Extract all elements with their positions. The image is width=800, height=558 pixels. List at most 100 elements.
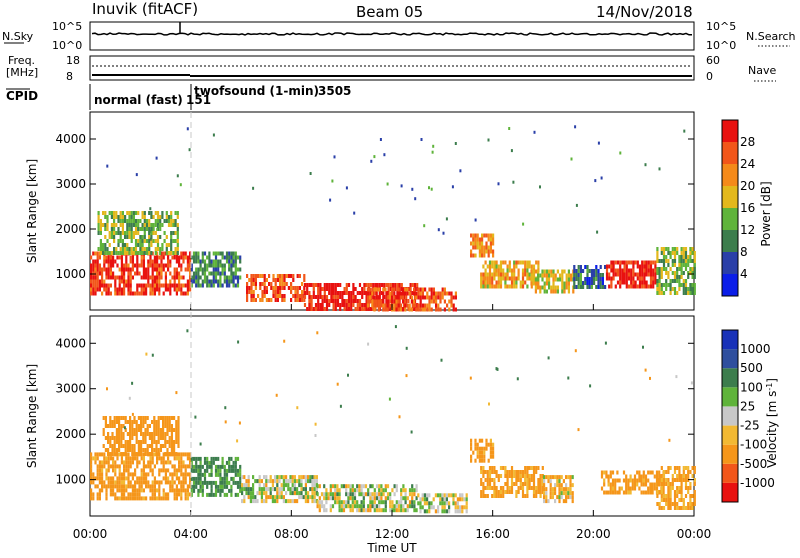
velocity-cell [378,488,381,493]
power-cell [682,279,685,283]
power-cell [432,287,435,292]
power-cell [163,219,166,223]
power-cell [153,275,156,280]
power-cell [649,260,653,265]
power-cell [691,259,694,263]
power-cell [156,211,160,215]
power-cell [97,247,100,251]
velocity-cell [493,490,496,494]
power-cell [323,283,326,287]
velocity-cell [122,444,125,448]
velocity-cell [217,456,220,461]
power-cell [684,263,688,267]
power-cell [189,251,192,256]
nsky-tick-top: 10^5 [52,20,82,33]
velocity-cell [256,479,259,484]
power-cell [641,276,644,281]
velocity-cell [203,456,207,461]
velocity-cell [182,484,185,489]
power-cell [214,251,218,256]
velocity-cell [532,490,536,494]
ytick-label: 4000 [55,132,86,146]
velocity-cell [481,438,484,443]
velocity-cell [289,499,292,504]
power-cell [643,280,646,285]
power-cell [107,291,110,296]
power-cell [148,219,151,223]
ytick-label: 1000 [55,267,86,281]
power-cell [472,237,475,242]
power-cell [113,219,116,223]
power-cell [691,247,694,251]
power-cell [156,235,160,239]
power-cell [178,287,181,292]
power-cell [99,247,102,251]
power-cell [682,263,685,267]
velocity-cell [562,491,565,496]
velocity-cell [247,491,250,496]
power-cell [680,275,683,279]
velocity-cell [206,460,209,465]
power-cell [145,251,149,255]
power-cell [369,295,372,300]
power-cell [682,271,685,275]
power-cell [120,287,123,292]
power-cell [134,263,137,268]
power-cell [208,255,211,260]
power-cell [124,247,127,251]
nsky-trace [91,32,692,36]
velocity-cell [138,496,141,501]
velocity-cell [565,475,568,480]
velocity-cell [155,440,158,444]
date-title: 14/Nov/2018 [596,3,693,21]
velocity-cell [230,468,233,473]
power-cell [353,211,356,215]
velocity-cell [142,440,145,444]
velocity-cell [413,492,416,497]
velocity-cell [345,504,348,509]
power-cell [393,291,396,296]
power-cell [96,255,99,260]
velocity-cell [142,476,145,481]
velocity-cell [164,416,167,420]
power-cell [232,275,235,280]
velocity-cell [456,501,459,506]
power-cell [537,264,540,269]
velocity-cell [448,493,451,498]
velocity-cell [345,488,348,493]
velocity-cell [489,438,492,443]
power-cell [597,285,600,289]
power-cell [156,287,159,292]
velocity-cell [506,474,509,478]
velocity-cell [565,495,568,500]
velocity-cell [567,376,570,380]
velocity-cell [120,496,123,501]
velocity-cell [167,492,170,497]
power-cell [654,268,657,273]
velocity-cell [127,496,130,501]
power-cell [176,243,179,247]
power-cell [676,247,679,251]
velocity-cell [129,496,132,501]
velocity-cell [334,500,337,505]
velocity-cell [304,487,307,492]
power-cell [687,255,690,259]
power-cell [495,268,498,273]
velocity-cell [265,479,268,484]
power-cell [567,277,570,282]
power-cell [148,247,151,251]
velocity-cell [495,474,498,478]
power-cell [102,251,105,255]
velocity-colorbar-segment [722,406,738,426]
power-cell [595,265,598,269]
power-cell [165,251,168,255]
power-cell [684,247,688,251]
velocity-cell [201,484,204,489]
velocity-cell [169,484,172,489]
velocity-cell [131,444,134,448]
power-cell [375,287,378,292]
power-cell [129,259,132,264]
power-cell [428,295,431,300]
power-cell [143,215,146,219]
velocity-cell [439,501,442,506]
